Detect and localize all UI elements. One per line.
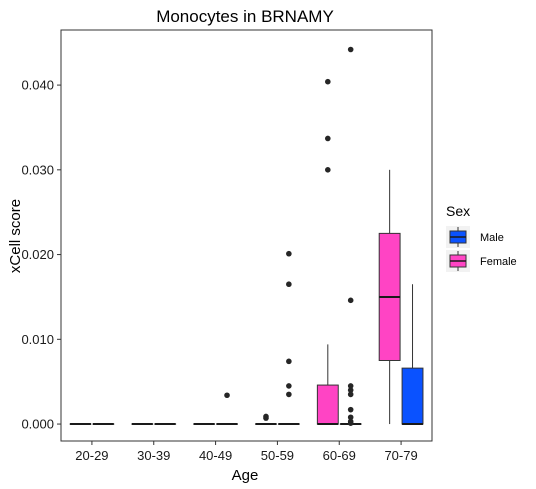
y-tick-label: 0.040 [21,78,54,93]
outlier-point [347,387,354,393]
legend-title: Sex [446,203,470,219]
x-tick-label: 20-29 [75,448,108,463]
box-body [316,384,339,425]
outlier-point [347,406,354,413]
y-tick-label: 0.000 [21,417,54,432]
box-male-60-69 [339,46,362,427]
chart-marks [69,46,424,427]
outlier-point [347,391,354,398]
x-tick-label: 70-79 [384,448,417,463]
outlier-point [286,281,292,288]
y-axis-title: xCell score [7,199,24,273]
y-tick-label: 0.030 [21,162,54,177]
outlier-point [347,383,354,389]
x-axis-title: Age [232,467,259,484]
y-tick-label: 0.010 [21,332,54,347]
box-male-50-59 [277,250,300,426]
outlier-point [263,413,269,420]
outlier-point [347,46,354,53]
box-male-40-49 [216,392,238,426]
outlier-point [286,391,292,398]
legend: Sex Male Female [446,203,517,272]
outlier-point [347,418,354,425]
outlier-point [286,358,292,365]
outlier-point [286,250,292,257]
outlier-point [224,392,230,399]
outlier-point [347,297,354,304]
legend-label-female: Female [480,256,517,268]
chart-title: Monocytes in BRNAMY [156,7,334,26]
x-tick-label: 50-59 [261,448,294,463]
x-axis: 20-29 30-39 40-49 50-59 60-69 70-79 [75,441,418,463]
y-tick-label: 0.020 [21,247,54,262]
outlier-point [286,383,292,389]
outlier-point [347,414,354,421]
box-female-60-69 [316,78,339,426]
box-female-70-79 [378,169,401,425]
x-tick-label: 60-69 [323,448,356,463]
box-female-50-59 [255,413,277,426]
outlier-point [325,135,331,142]
box-body [401,367,424,425]
plot-panel [60,29,433,442]
box-male-70-79 [401,284,424,426]
legend-label-male: Male [480,232,504,244]
x-tick-label: 30-39 [137,448,170,463]
outlier-point [325,78,331,85]
outlier-point [325,167,331,173]
x-tick-label: 40-49 [199,448,232,463]
y-axis: 0.000 0.010 0.020 0.030 0.040 [21,78,61,432]
